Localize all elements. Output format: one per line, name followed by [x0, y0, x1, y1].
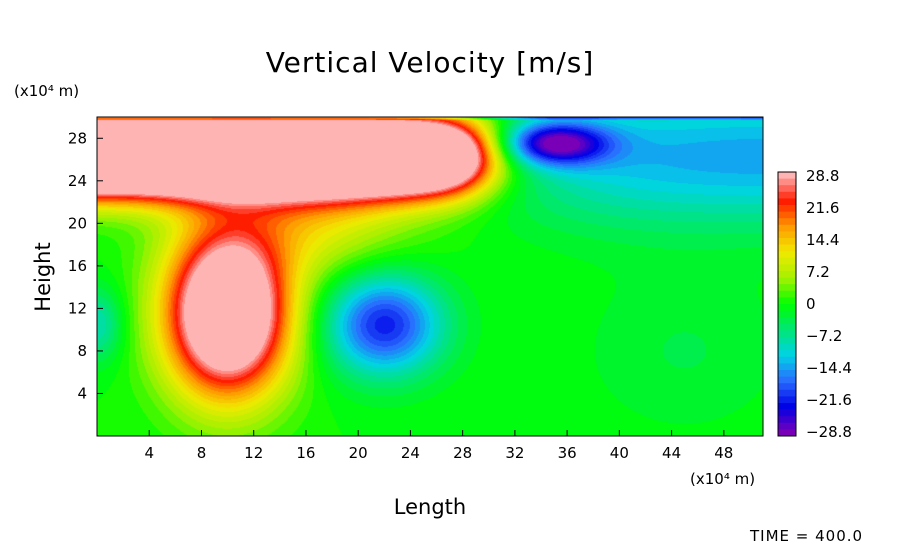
- colorbar-swatch: [778, 257, 796, 265]
- x-tick-label: 4: [144, 444, 154, 462]
- plot-frame: [96, 116, 764, 437]
- colorbar-swatch: [778, 383, 796, 391]
- colorbar-swatch: [778, 198, 796, 206]
- x-tick-label: 40: [610, 444, 629, 462]
- time-label: TIME = 400.0: [749, 527, 863, 544]
- x-axis-label: Length: [394, 495, 466, 519]
- y-tick-label: 24: [68, 172, 87, 190]
- colorbar-swatch: [778, 389, 796, 397]
- colorbar-swatch: [778, 224, 796, 232]
- colorbar-tick-label: 0: [806, 295, 816, 313]
- colorbar-swatch: [778, 244, 796, 252]
- colorbar-swatch: [778, 396, 796, 404]
- colorbar-swatch: [778, 370, 796, 378]
- colorbar-swatch: [778, 337, 796, 345]
- y-ticks: 4 8 12 16 20 24 28: [68, 129, 103, 402]
- x-tick-label: 36: [558, 444, 577, 462]
- colorbar-swatch: [778, 205, 796, 213]
- colorbar: [777, 171, 797, 437]
- colorbar-swatch: [778, 238, 796, 246]
- colorbar-swatch: [778, 264, 796, 272]
- colorbar-frame: [777, 171, 797, 437]
- colorbar-swatch: [778, 231, 796, 239]
- y-tick-label: 16: [68, 257, 87, 275]
- plot-area: [96, 116, 764, 437]
- colorbar-swatch: [778, 350, 796, 358]
- colorbar-ticks: 28.8 21.6 14.4 7.2 0 −7.2 −14.4 −21.6 −28.8: [806, 167, 852, 441]
- colorbar-swatch: [778, 178, 796, 186]
- colorbar-swatch: [778, 211, 796, 219]
- colorbar-swatch: [778, 356, 796, 364]
- colorbar-swatch: [778, 290, 796, 298]
- colorbar-swatch: [778, 403, 796, 411]
- colorbar-swatch: [778, 218, 796, 226]
- colorbar-swatch: [778, 343, 796, 351]
- x-tick-label: 16: [296, 444, 315, 462]
- colorbar-swatch: [778, 277, 796, 285]
- y-tick-label: 8: [77, 342, 87, 360]
- colorbar-swatch: [778, 284, 796, 292]
- y-tick-label: 12: [68, 299, 87, 317]
- y-tick-label: 20: [68, 214, 87, 232]
- y-unit-label: (x10⁴ m): [14, 82, 79, 100]
- colorbar-swatch: [778, 330, 796, 338]
- x-tick-label: 28: [453, 444, 472, 462]
- colorbar-tick-label: 7.2: [806, 263, 830, 281]
- x-tick-label: 8: [197, 444, 207, 462]
- x-tick-label: 20: [349, 444, 368, 462]
- x-ticks: 4 8 12 16 20 24 28 32 36 40 44 48: [144, 430, 733, 462]
- colorbar-swatch: [778, 317, 796, 325]
- colorbar-tick-label: −21.6: [806, 391, 852, 409]
- colorbar-swatch: [778, 416, 796, 424]
- heatmap-field: [97, 117, 763, 436]
- colorbar-tick-label: −28.8: [806, 423, 852, 441]
- x-unit-label: (x10⁴ m): [690, 470, 755, 488]
- x-tick-label: 48: [714, 444, 733, 462]
- colorbar-swatch: [778, 422, 796, 430]
- colorbar-swatch: [778, 191, 796, 199]
- colorbar-tick-label: 21.6: [806, 199, 839, 217]
- colorbar-swatch: [778, 172, 796, 180]
- colorbar-tick-label: 14.4: [806, 231, 839, 249]
- colorbar-swatch: [778, 271, 796, 279]
- colorbar-swatch: [778, 376, 796, 384]
- x-tick-label: 32: [505, 444, 524, 462]
- colorbar-swatch: [778, 251, 796, 259]
- x-tick-label: 24: [401, 444, 420, 462]
- colorbar-swatch: [778, 297, 796, 305]
- y-tick-label: 28: [68, 129, 87, 147]
- x-tick-label: 12: [244, 444, 263, 462]
- colorbar-swatch: [778, 310, 796, 318]
- chart-title: Vertical Velocity [m/s]: [266, 46, 595, 79]
- colorbar-tick-label: −14.4: [806, 359, 852, 377]
- y-tick-label: 4: [77, 384, 87, 402]
- colorbar-swatch: [778, 304, 796, 312]
- colorbar-tick-label: 28.8: [806, 167, 839, 185]
- colorbar-swatch: [778, 409, 796, 417]
- colorbar-swatch: [778, 323, 796, 331]
- colorbar-tick-label: −7.2: [806, 327, 842, 345]
- x-tick-label: 44: [662, 444, 681, 462]
- colorbar-swatch: [778, 429, 796, 437]
- colorbar-swatch: [778, 363, 796, 371]
- y-axis-label: Height: [31, 242, 55, 311]
- colorbar-swatch: [778, 185, 796, 193]
